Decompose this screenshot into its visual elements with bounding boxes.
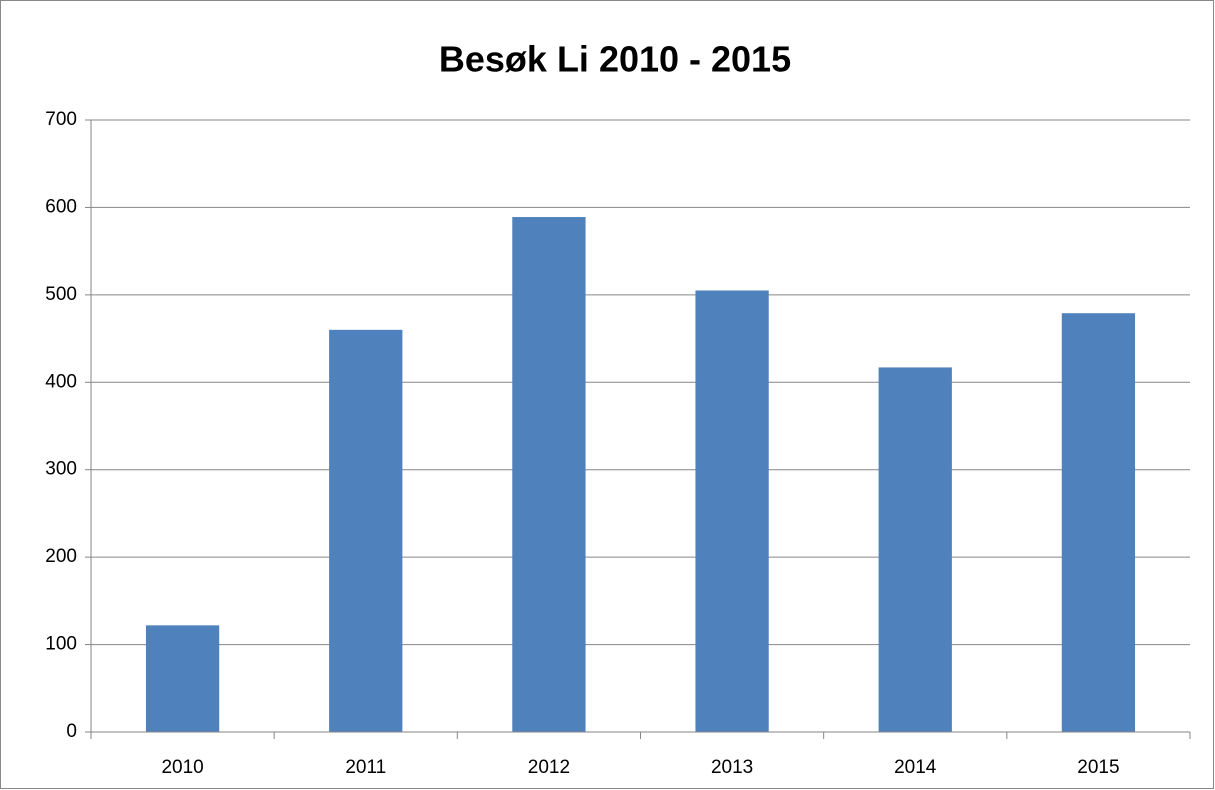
x-tick-label: 2010 <box>161 757 203 778</box>
bar <box>329 329 403 732</box>
bar <box>695 290 769 732</box>
bar <box>878 367 952 732</box>
y-tick-label: 700 <box>45 109 77 130</box>
y-tick-label: 100 <box>45 634 77 655</box>
y-tick-label: 500 <box>45 284 77 305</box>
x-tick-label: 2015 <box>1077 757 1119 778</box>
bar <box>512 217 586 732</box>
x-tick-label: 2013 <box>711 757 753 778</box>
bar <box>1061 313 1136 732</box>
bar <box>145 625 220 732</box>
y-tick-label: 300 <box>45 459 77 480</box>
y-tick-label: 400 <box>45 371 77 392</box>
chart-title: Besøk Li 2010 - 2015 <box>439 39 791 80</box>
y-tick-label: 200 <box>45 546 77 567</box>
x-tick-label: 2011 <box>345 757 386 778</box>
x-tick-label: 2014 <box>894 757 937 778</box>
y-tick-label: 0 <box>66 721 77 742</box>
x-tick-label: 2012 <box>528 757 570 778</box>
y-tick-label: 600 <box>45 196 77 217</box>
